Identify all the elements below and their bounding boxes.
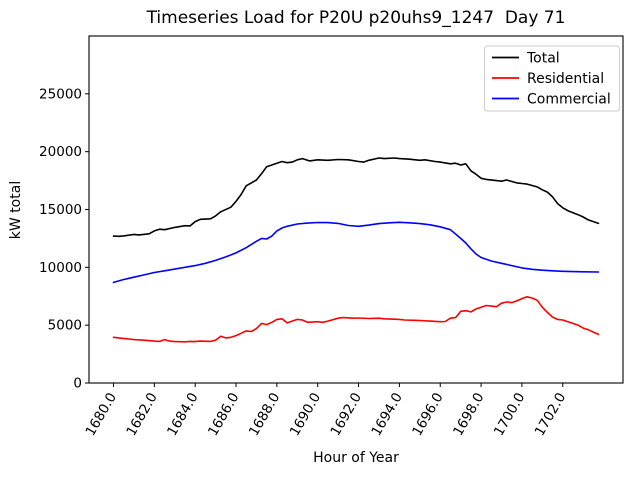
- y-tick-label: 5000: [48, 318, 82, 334]
- x-tick-label: 1702.0: [532, 390, 569, 439]
- legend-label-commercial: Commercial: [527, 92, 611, 108]
- chart-title: Timeseries Load for P20U p20uhs9_1247 Da…: [146, 8, 566, 28]
- x-tick-label: 1680.0: [82, 390, 119, 439]
- series-line-commercial: [112, 221, 600, 284]
- x-tick-label: 1696.0: [409, 390, 446, 439]
- legend-box: Total Residential Commercial: [484, 45, 620, 112]
- x-tick-label: 1698.0: [450, 390, 487, 439]
- legend-label-total: Total: [526, 51, 560, 67]
- legend-entry-commercial: Commercial: [492, 92, 611, 108]
- x-tick-label: 1682.0: [123, 390, 160, 439]
- legend-border: [484, 45, 620, 112]
- plot-area: 1680.0 1682.0 1684.0 1686.0 1688.0 1690.0 1692…: [39, 35, 624, 439]
- x-tick-label: 1684.0: [164, 390, 201, 439]
- x-tick-label: 1700.0: [491, 390, 528, 439]
- x-tick-label: 1688.0: [246, 390, 283, 439]
- y-axis-label: kW total: [8, 181, 24, 239]
- x-tick-label: 1692.0: [328, 390, 365, 439]
- legend-entry-residential: Residential: [492, 71, 604, 87]
- axes-frame: [88, 35, 624, 384]
- x-tick-label: 1694.0: [368, 390, 405, 439]
- x-tick-label: 1690.0: [287, 390, 324, 439]
- y-tick-label: 20000: [39, 144, 82, 160]
- y-tick-label: 0: [73, 376, 82, 392]
- y-tick-label: 15000: [39, 202, 82, 218]
- legend-label-residential: Residential: [527, 71, 604, 87]
- y-tick-label: 25000: [39, 86, 82, 102]
- series-line-total: [112, 157, 600, 238]
- x-tick-label: 1686.0: [205, 390, 242, 439]
- legend-entry-total: Total: [492, 51, 560, 67]
- y-tick-label: 10000: [39, 260, 82, 276]
- series-line-residential: [112, 295, 600, 343]
- x-axis-label: Hour of Year: [313, 450, 399, 466]
